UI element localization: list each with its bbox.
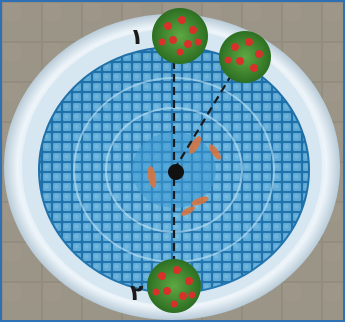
point-2-label: ۲: [130, 281, 144, 306]
radius-line: [173, 63, 239, 171]
point-1-label: ۱: [130, 25, 143, 50]
flower-pot-icon: [152, 8, 208, 64]
fountain-photo: ۱ ۲: [2, 2, 343, 320]
center-point-icon: [168, 164, 184, 180]
flower-pot-icon: [219, 31, 271, 83]
flower-pot-icon: [147, 259, 201, 313]
fish-group: [147, 136, 221, 216]
